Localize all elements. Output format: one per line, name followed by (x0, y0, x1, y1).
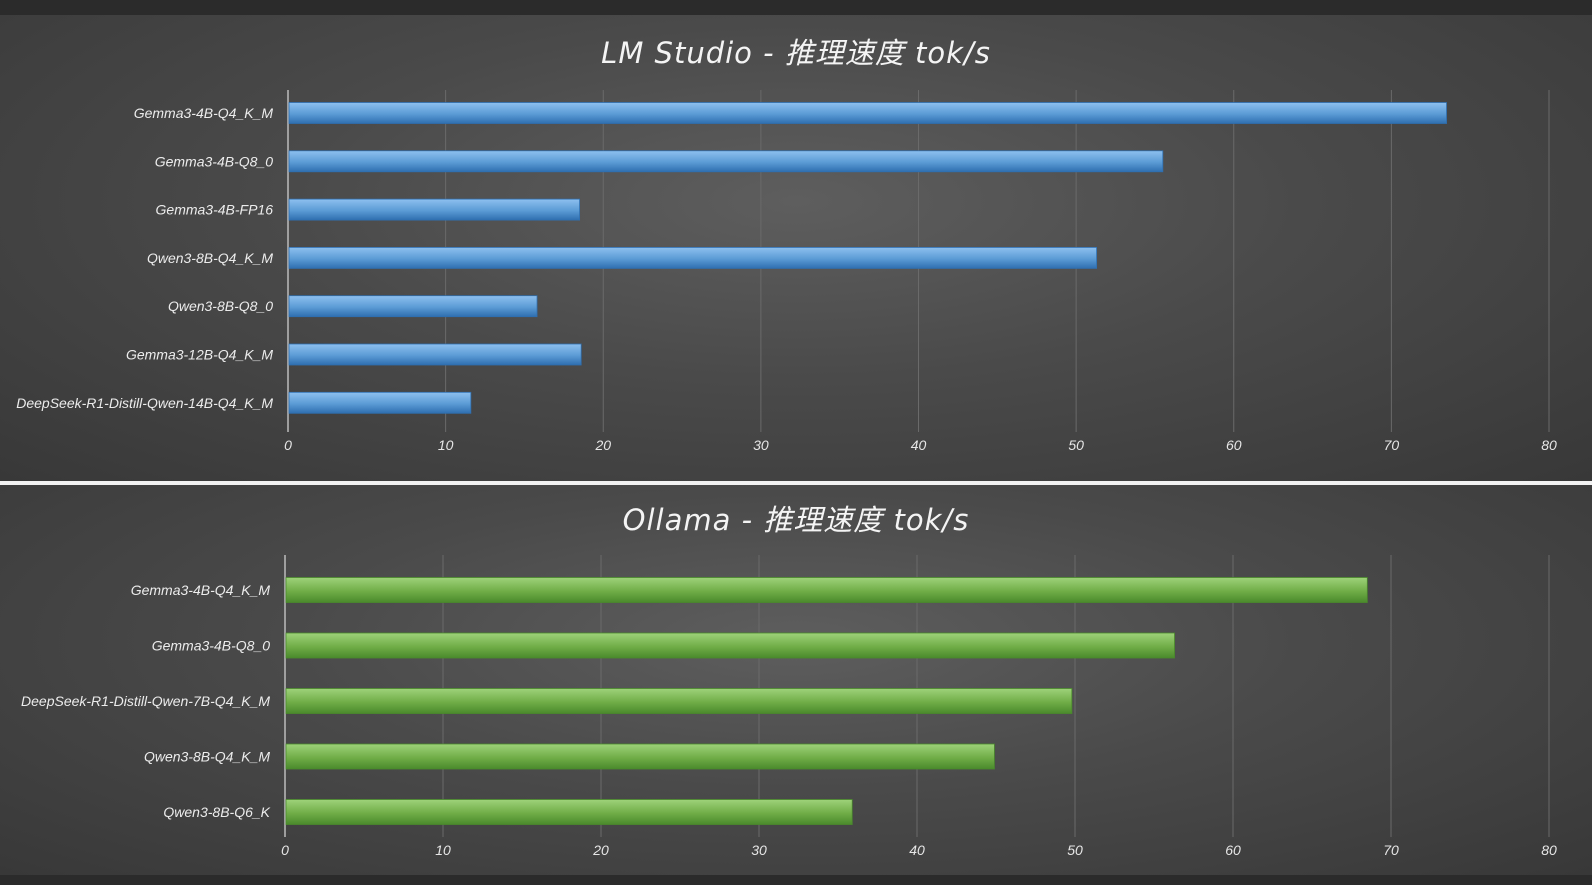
category-label: Qwen3-8B-Q6_K (163, 804, 270, 820)
bar (288, 343, 582, 366)
category-label: Qwen3-8B-Q4_K_M (144, 749, 270, 765)
bar (288, 198, 581, 221)
bar (288, 295, 538, 318)
x-tick-label: 40 (909, 842, 925, 858)
x-tick-label: 20 (592, 842, 609, 858)
bar (285, 577, 1368, 603)
category-label: Gemma3-4B-Q8_0 (152, 638, 270, 654)
x-tick-label: 80 (1541, 842, 1557, 858)
x-tick-label: 80 (1541, 437, 1557, 453)
x-tick-label: 60 (1226, 437, 1242, 453)
x-tick-label: 60 (1225, 842, 1241, 858)
bar (288, 102, 1447, 124)
ollama-chart-panel: Ollama - 推理速度 tok/s 0 10 20 30 40 50 60 70 80 Gem… (0, 485, 1592, 875)
x-tick-label: 70 (1383, 842, 1399, 858)
x-tick-label: 70 (1384, 437, 1400, 453)
x-tick-label: 0 (281, 842, 289, 858)
lm-studio-chart-panel: LM Studio - 推理速度 tok/s 0 10 20 30 40 50 60 70 80… (0, 15, 1592, 481)
bar (285, 632, 1175, 659)
chart-title: Ollama - 推理速度 tok/s (622, 503, 970, 537)
x-tick-label: 50 (1067, 842, 1083, 858)
bar (288, 246, 1098, 269)
bar (288, 150, 1164, 173)
x-tick-label: 0 (284, 437, 292, 453)
bar (285, 688, 1073, 714)
x-tick-label: 30 (751, 842, 767, 858)
category-label: Gemma3-4B-Q8_0 (155, 153, 273, 169)
lm-studio-bar-chart: 0 10 20 30 40 50 60 70 80 Gemma3-4B-Q4_K_M Gemma3-… (16, 90, 1557, 453)
category-label: Gemma3-4B-Q4_K_M (131, 582, 271, 598)
x-tick-label: 40 (911, 437, 927, 453)
category-label: Gemma3-12B-Q4_K_M (126, 347, 273, 363)
bar (285, 743, 995, 770)
category-label: Gemma3-4B-Q4_K_M (134, 105, 274, 121)
ollama-bar-chart: 0 10 20 30 40 50 60 70 80 Gemma3-4B-Q4_K_M Gemma3-… (21, 555, 1557, 858)
x-tick-label: 10 (435, 842, 451, 858)
chart-title: LM Studio - 推理速度 tok/s (601, 36, 991, 70)
x-tick-label: 20 (594, 437, 611, 453)
category-label: DeepSeek-R1-Distill-Qwen-7B-Q4_K_M (21, 693, 270, 709)
category-label: DeepSeek-R1-Distill-Qwen-14B-Q4_K_M (16, 395, 273, 411)
panel-divider (0, 481, 1592, 485)
category-label: Qwen3-8B-Q8_0 (168, 298, 273, 314)
x-tick-label: 10 (438, 437, 454, 453)
bar (285, 799, 853, 825)
x-tick-label: 50 (1068, 437, 1084, 453)
category-label: Gemma3-4B-FP16 (156, 202, 274, 218)
x-tick-label: 30 (753, 437, 769, 453)
category-label: Qwen3-8B-Q4_K_M (147, 250, 273, 266)
bar (288, 391, 472, 414)
